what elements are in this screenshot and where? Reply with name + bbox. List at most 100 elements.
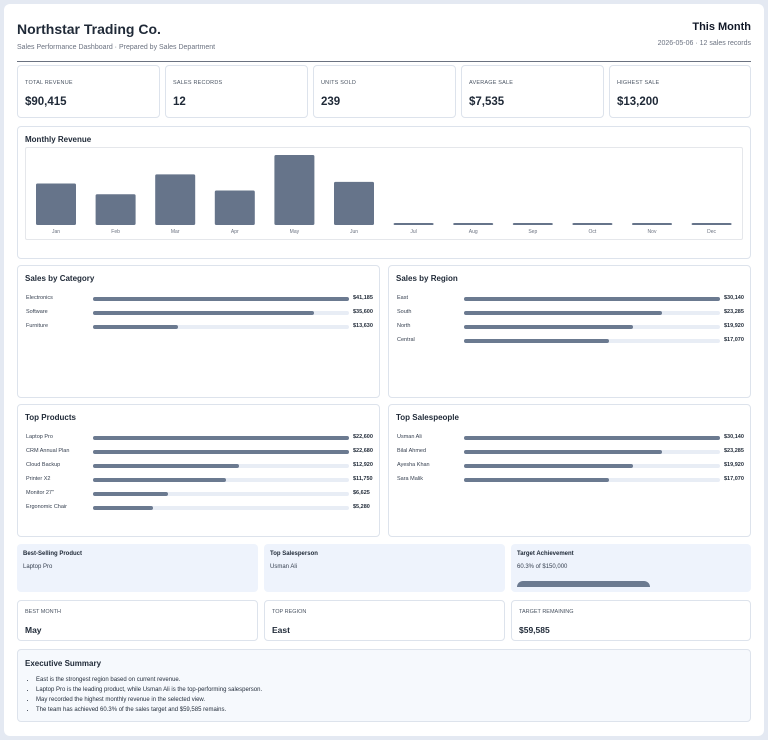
bar-value: $23,285	[724, 309, 744, 315]
bar-label: Bilal Ahmed	[397, 448, 427, 454]
executive-summary: Executive Summary East is the strongest …	[17, 649, 751, 722]
kpi-label: Units Sold	[321, 80, 357, 86]
bar-track	[464, 436, 720, 440]
bar-fill	[464, 311, 662, 315]
revenue-bar	[691, 223, 732, 225]
target-progress-fill	[517, 581, 650, 587]
bar-track	[464, 311, 720, 315]
bar-row: Ergonomic Chair $5,280	[26, 503, 376, 513]
top-products-panel: Top Products Laptop Pro $22,600 CRM Annual…	[17, 404, 380, 537]
bar-value: $12,920	[353, 462, 373, 468]
bar-label: CRM Annual Plan	[26, 448, 70, 454]
bar-label: Furniture	[26, 323, 49, 329]
bar-label: North	[397, 323, 411, 329]
highlight-title: Best-Selling Product	[23, 551, 83, 557]
bar-value: $23,285	[724, 448, 744, 454]
bar-row: Central $17,070	[397, 336, 747, 346]
summary-bullet: East is the strongest region based on cu…	[36, 675, 262, 685]
bar-row: CRM Annual Plan $22,680	[26, 447, 376, 457]
highlight-title: Top Salesperson	[270, 551, 318, 557]
bar-value: $13,630	[353, 323, 373, 329]
bar-row: North $19,920	[397, 322, 747, 332]
summary-list: East is the strongest region based on cu…	[36, 675, 262, 715]
kpi-value: 239	[321, 96, 341, 108]
bar-track	[93, 325, 349, 329]
month-tick-label: Mar	[171, 229, 180, 235]
kpi-total-revenue: Total Revenue $90,415	[17, 65, 160, 118]
bar-fill	[464, 464, 634, 468]
bar-row: East $30,140	[397, 294, 747, 304]
bar-value: $35,600	[353, 309, 373, 315]
bar-track	[464, 339, 720, 343]
month-tick-label: Sep	[528, 229, 537, 235]
bar-row: Furniture $13,630	[26, 322, 376, 332]
bar-track	[93, 450, 349, 454]
month-tick-label: Apr	[231, 229, 239, 235]
bar-value: $22,680	[353, 448, 373, 454]
summary-bullet: The team has achieved 60.3% of the sales…	[36, 705, 262, 715]
bar-fill	[93, 506, 153, 510]
revenue-bar	[572, 223, 613, 225]
bar-label: Electronics	[26, 295, 53, 301]
bar-label: Software	[26, 309, 48, 315]
bar-fill	[464, 436, 720, 440]
bar-label: South	[397, 309, 412, 315]
bar-value: $19,920	[724, 462, 744, 468]
month-tick-label: Oct	[589, 229, 597, 235]
kpi-value: 12	[173, 96, 186, 108]
highlight-best-product: Best-Selling Product Laptop Pro	[17, 544, 258, 592]
kpi-label: Highest Sale	[617, 80, 660, 86]
bar-value: $22,600	[353, 434, 373, 440]
sales-by-category-panel: Sales by Category Electronics $41,185 Soft…	[17, 265, 380, 398]
report-meta: 2026-05-06 · 12 sales records	[657, 40, 751, 47]
bar-track	[93, 311, 349, 315]
highlight-top-salesperson: Top Salesperson Usman Ali	[264, 544, 505, 592]
bar-track	[93, 478, 349, 482]
bar-track	[464, 450, 720, 454]
bar-label: Cloud Backup	[26, 462, 61, 468]
panel-title: Sales by Region	[396, 274, 458, 283]
bar-row: Laptop Pro $22,600	[26, 433, 376, 443]
bar-label: Laptop Pro	[26, 434, 53, 440]
period-label: This Month	[692, 21, 751, 33]
stat-top-region: Top Region East	[264, 600, 505, 641]
monthly-revenue-chart: Jan Feb Mar Apr May Jun Jul Aug Sep Oct Nov Dec	[36, 155, 732, 235]
revenue-bar	[334, 181, 374, 225]
bar-fill	[464, 325, 634, 329]
bar-track	[93, 506, 349, 510]
month-tick-label: Jun	[350, 229, 358, 235]
bar-fill	[464, 297, 720, 301]
month-tick-label: Jan	[52, 229, 60, 235]
bar-value: $11,750	[353, 476, 373, 482]
bar-fill	[93, 492, 168, 496]
bar-value: $17,070	[724, 476, 744, 482]
kpi-value: $90,415	[25, 96, 67, 108]
monthly-revenue-panel: Monthly Revenue Jan Feb Mar Apr May Jun Jul Aug…	[17, 126, 751, 259]
month-tick-label: May	[290, 229, 300, 235]
bar-fill	[93, 297, 349, 301]
bar-row: Ayesha Khan $19,920	[397, 461, 747, 471]
bar-label: Printer X2	[26, 476, 51, 482]
bar-fill	[464, 450, 662, 454]
bar-label: Monitor 27"	[26, 490, 54, 496]
bar-row: Electronics $41,185	[26, 294, 376, 304]
bar-label: Sara Malik	[397, 476, 423, 482]
bar-value: $19,920	[724, 323, 744, 329]
bar-label: Central	[397, 337, 415, 343]
highlight-title: Target Achievement	[517, 551, 574, 557]
bar-track	[464, 464, 720, 468]
report-subtitle: Sales Performance Dashboard · Prepared b…	[17, 44, 216, 51]
stat-label: Target Remaining	[519, 609, 574, 615]
bar-fill	[93, 436, 349, 440]
bar-fill	[93, 325, 178, 329]
bar-row: Bilal Ahmed $23,285	[397, 447, 747, 457]
revenue-bar	[214, 190, 255, 225]
bar-row: Software $35,600	[26, 308, 376, 318]
bar-value: $41,185	[353, 295, 373, 301]
report-header: Northstar Trading Co. Sales Performance …	[17, 18, 751, 62]
stat-label: Best Month	[25, 609, 61, 615]
month-tick-label: Jul	[410, 229, 416, 235]
bar-row: Sara Malik $17,070	[397, 475, 747, 485]
highlight-value: Usman Ali	[270, 564, 298, 570]
bar-value: $5,280	[353, 504, 370, 510]
